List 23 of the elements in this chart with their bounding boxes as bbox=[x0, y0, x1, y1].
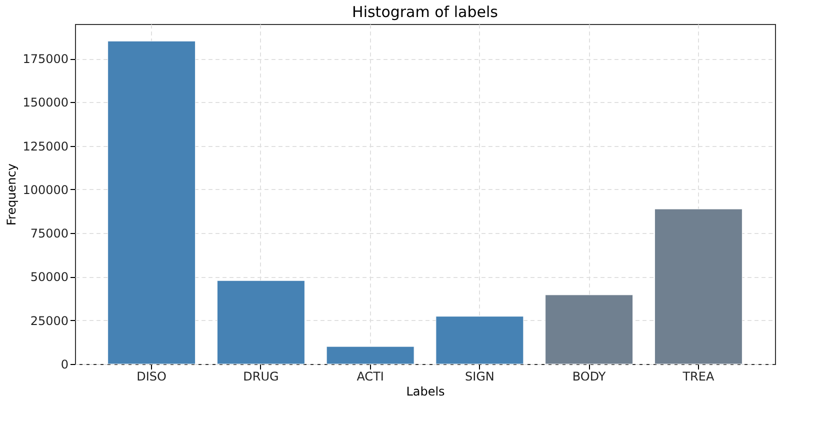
x-tick-label: BODY bbox=[572, 370, 606, 384]
x-tick-label: ACTI bbox=[356, 370, 384, 384]
x-tick-label: TREA bbox=[682, 370, 715, 384]
x-tick-label: DISO bbox=[136, 370, 166, 384]
bar bbox=[108, 40, 196, 364]
y-tick-label: 100000 bbox=[22, 182, 68, 197]
y-tick-label: 150000 bbox=[22, 96, 68, 110]
chart-title: Histogram of labels bbox=[352, 3, 498, 21]
bar bbox=[436, 316, 524, 364]
bar bbox=[545, 294, 634, 364]
x-tick-label: DRUG bbox=[243, 370, 279, 384]
y-tick-label: 0 bbox=[60, 358, 68, 372]
x-tick-label: SIGN bbox=[464, 370, 494, 384]
y-tick-label: 50000 bbox=[30, 270, 68, 284]
bar bbox=[216, 280, 305, 364]
y-axis-title: Frequency bbox=[4, 164, 19, 226]
x-axis-title: Labels bbox=[406, 384, 445, 398]
y-tick-label: 125000 bbox=[22, 139, 68, 154]
bar bbox=[654, 208, 742, 364]
y-tick-label: 75000 bbox=[30, 226, 68, 241]
y-tick-label: 25000 bbox=[30, 314, 68, 328]
y-tick-label: 175000 bbox=[22, 52, 68, 66]
bar bbox=[326, 346, 414, 364]
